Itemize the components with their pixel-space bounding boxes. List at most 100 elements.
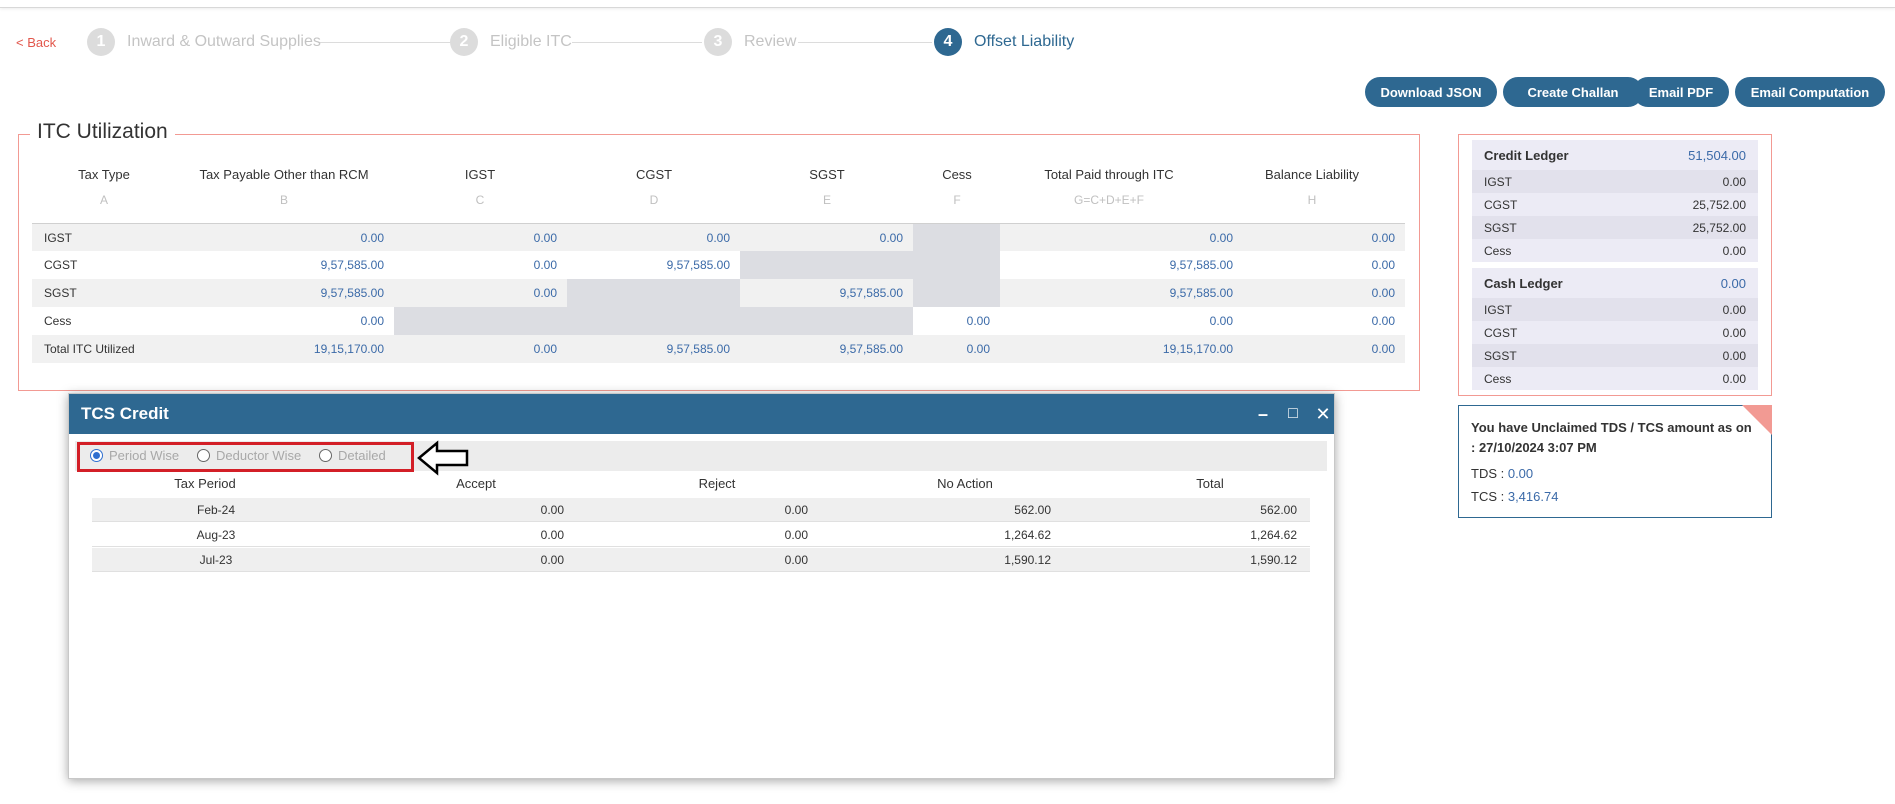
view-toolbar: Period Wise Deductor Wise Detailed: [75, 441, 1327, 471]
cell-sgst: 0.00: [879, 231, 903, 245]
itc-row-cess: Cess 0.00 0.00 0.00 0.00: [32, 307, 1405, 335]
cell-na: [567, 279, 740, 307]
col-sub-h: H: [1307, 193, 1317, 207]
cell-balance: 0.00: [1371, 314, 1395, 328]
radio-label: Deductor Wise: [216, 448, 302, 463]
col-head-tax-period: Tax Period: [174, 476, 236, 491]
cell-payable: 0.00: [360, 231, 384, 245]
ledger-label: Cess: [1484, 243, 1512, 258]
cell-payable: 9,57,585.00: [320, 286, 384, 300]
itc-row-igst: IGST 0.00 0.00 0.00 0.00 0.00 0.00: [32, 223, 1405, 252]
tds-line: TDS : 0.00: [1471, 466, 1759, 481]
email-computation-button[interactable]: Email Computation: [1735, 77, 1885, 107]
cash-ledger-total: 0.00: [1720, 275, 1746, 291]
cell-payable: 9,57,585.00: [320, 258, 384, 272]
minimize-icon[interactable]: –: [1257, 403, 1268, 424]
row-label: CGST: [44, 258, 78, 272]
cell-total: 9,57,585.00: [1169, 286, 1233, 300]
ledger-row: IGST 0.00: [1472, 298, 1758, 321]
cash-ledger-title: Cash Ledger: [1484, 275, 1563, 291]
col-head-tax-type: Tax Type: [78, 167, 130, 182]
col-head-reject: Reject: [698, 476, 736, 491]
cell-balance: 0.00: [1371, 231, 1395, 245]
highlight-box: [77, 442, 414, 472]
top-border: [0, 0, 1895, 8]
cell-balance: 0.00: [1371, 258, 1395, 272]
step-number: 1: [87, 28, 115, 56]
back-link[interactable]: < Back: [16, 35, 57, 50]
cell-balance: 0.00: [1371, 286, 1395, 300]
download-json-button[interactable]: Download JSON: [1365, 77, 1497, 107]
col-head-cess: Cess: [942, 167, 972, 182]
itc-utilization-panel: [18, 134, 1420, 391]
create-challan-button[interactable]: Create Challan: [1503, 77, 1643, 107]
step-label: Inward & Outward Supplies: [127, 33, 321, 50]
step-label: Review: [744, 33, 797, 50]
cell-reject: 0.00: [784, 503, 808, 517]
ledger-row: Cess 0.00: [1472, 239, 1758, 262]
ledger-value: 0.00: [1722, 371, 1746, 386]
cell-igst: 0.00: [533, 231, 557, 245]
col-head-no-action: No Action: [937, 476, 993, 491]
cell-sgst: 9,57,585.00: [839, 342, 903, 356]
col-sub-a: A: [99, 193, 108, 207]
email-pdf-button[interactable]: Email PDF: [1633, 77, 1729, 107]
step-review[interactable]: 3 Review: [704, 28, 796, 56]
ledger-label: IGST: [1484, 302, 1513, 317]
col-head-payable: Tax Payable Other than RCM: [199, 167, 369, 182]
ledger-label: Cess: [1484, 371, 1512, 386]
row-label: IGST: [44, 231, 73, 245]
step-connector: [798, 42, 932, 43]
table-row[interactable]: Jul-23 0.00 0.00 1,590.12 1,590.12: [92, 548, 1310, 572]
step-number: 4: [934, 28, 962, 56]
col-head-accept: Accept: [456, 476, 496, 491]
cell-igst: 0.00: [533, 258, 557, 272]
step-inward-outward[interactable]: 1 Inward & Outward Supplies: [87, 28, 321, 56]
cell-period: Feb-24: [196, 503, 236, 517]
cell-cgst: 9,57,585.00: [666, 258, 730, 272]
ledger-value: 25,752.00: [1692, 197, 1746, 212]
radio-period-wise[interactable]: Period Wise: [90, 448, 179, 463]
cell-accept: 0.00: [540, 528, 564, 542]
ledger-row: CGST 0.00: [1472, 321, 1758, 344]
row-label: Total ITC Utilized: [44, 342, 135, 356]
radio-dot: [197, 449, 210, 462]
cell-na: [394, 307, 913, 335]
table-row[interactable]: Aug-23 0.00 0.00 1,264.62 1,264.62: [92, 523, 1310, 547]
col-sub-f: F: [953, 193, 961, 207]
cell-reject: 0.00: [784, 553, 808, 567]
itc-utilization-title: ITC Utilization: [30, 120, 175, 144]
col-head-balance: Balance Liability: [1265, 167, 1359, 182]
modal-header: TCS Credit – □ ✕: [69, 394, 1334, 434]
cell-no-action: 1,264.62: [1004, 528, 1051, 542]
tds-label: TDS :: [1471, 466, 1508, 481]
cell-no-action: 1,590.12: [1004, 553, 1051, 567]
itc-row-sgst: SGST 9,57,585.00 0.00 9,57,585.00 9,57,5…: [32, 279, 1405, 307]
cell-cess: 0.00: [966, 342, 990, 356]
credit-ledger: Credit Ledger 51,504.00 IGST 0.00 CGST 25,…: [1472, 140, 1758, 262]
cell-no-action: 562.00: [1014, 503, 1051, 517]
ledger-label: CGST: [1484, 197, 1518, 212]
step-eligible-itc[interactable]: 2 Eligible ITC: [450, 28, 572, 56]
radio-detailed[interactable]: Detailed: [319, 448, 386, 463]
row-label: SGST: [44, 286, 77, 300]
cell-na: [740, 251, 1000, 279]
table-row[interactable]: Feb-24 0.00 0.00 562.00 562.00: [92, 498, 1310, 522]
itc-row-cgst: CGST 9,57,585.00 0.00 9,57,585.00 9,57,5…: [32, 251, 1405, 279]
step-offset-liability[interactable]: 4 Offset Liability: [934, 28, 1074, 56]
pointer-arrow-icon: [417, 440, 469, 476]
radio-deductor-wise[interactable]: Deductor Wise: [197, 448, 301, 463]
cell-cgst: 0.00: [706, 231, 730, 245]
tds-value[interactable]: 0.00: [1507, 466, 1534, 481]
col-sub-b: B: [279, 193, 288, 207]
ledger-row: CGST 25,752.00: [1472, 193, 1758, 216]
cell-accept: 0.00: [540, 503, 564, 517]
maximize-icon[interactable]: □: [1288, 405, 1298, 422]
tcs-value[interactable]: 3,416.74: [1507, 489, 1559, 504]
col-sub-g: G=C+D+E+F: [1073, 193, 1145, 207]
itc-row-total: Total ITC Utilized 19,15,170.00 0.00 9,5…: [32, 335, 1405, 363]
close-icon[interactable]: ✕: [1315, 403, 1331, 424]
unclaimed-tds-tcs-card[interactable]: You have Unclaimed TDS / TCS amount as o…: [1458, 405, 1772, 518]
radio-label: Detailed: [338, 448, 386, 463]
cell-total: 0.00: [1209, 314, 1233, 328]
